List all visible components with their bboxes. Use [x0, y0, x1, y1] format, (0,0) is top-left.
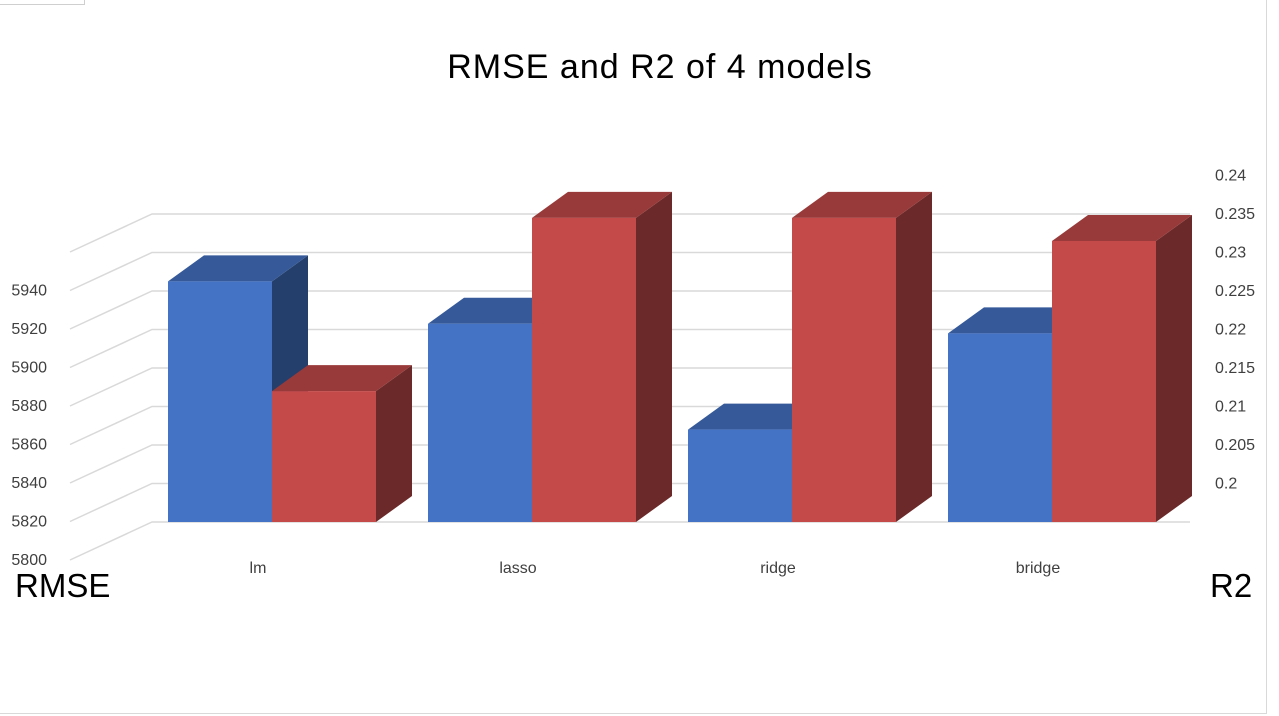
bar-ridge-r2 — [792, 191, 932, 522]
category-label: bridge — [1016, 560, 1061, 577]
left-tick-label: 5900 — [11, 360, 47, 377]
bar-top-face — [532, 191, 672, 218]
right-axis-ticks: 0.2 0.205 0.21 0.215 0.22 0.225 0.23 0.235 0.24 — [1215, 168, 1255, 493]
category-label: lm — [250, 560, 267, 577]
bar-top-face — [792, 191, 932, 218]
bar-lm-r2 — [272, 365, 412, 522]
bar-front-face — [1052, 240, 1156, 522]
bar-top-face — [168, 255, 308, 282]
left-tick-label: 5880 — [11, 398, 47, 415]
bar-top-face — [272, 365, 412, 392]
right-tick-label: 0.215 — [1215, 360, 1255, 377]
bar-front-face — [428, 323, 532, 522]
right-tick-label: 0.24 — [1215, 168, 1246, 185]
bar-lasso-r2 — [532, 191, 672, 522]
left-tick-label: 5940 — [11, 283, 47, 300]
gridline — [69, 521, 1190, 561]
right-axis-title: R2 — [1210, 567, 1253, 604]
right-tick-label: 0.21 — [1215, 399, 1246, 416]
right-tick-label: 0.225 — [1215, 283, 1255, 300]
right-tick-label: 0.22 — [1215, 322, 1246, 339]
left-tick-label: 5920 — [11, 321, 47, 338]
bar-front-face — [948, 333, 1052, 522]
bar-side-face — [1156, 214, 1192, 522]
left-axis-ticks: 5800 5820 5840 5860 5880 5900 5920 5940 — [11, 283, 47, 570]
left-tick-label: 5800 — [11, 552, 47, 569]
corner-tab — [0, 0, 85, 5]
bar-bridge-r2 — [1052, 214, 1192, 522]
bar-front-face — [168, 281, 272, 522]
bar-side-face — [896, 191, 932, 522]
chart-title: RMSE and R2 of 4 models — [447, 48, 873, 86]
bars — [168, 191, 1192, 522]
bar-front-face — [532, 217, 636, 522]
category-label: lasso — [499, 560, 536, 577]
bar-top-face — [1052, 214, 1192, 241]
bar-side-face — [376, 365, 412, 522]
bar-side-face — [636, 191, 672, 522]
bar-front-face — [272, 391, 376, 522]
right-tick-label: 0.205 — [1215, 437, 1255, 454]
left-tick-label: 5820 — [11, 514, 47, 531]
category-labels: lm lasso ridge bridge — [250, 560, 1061, 577]
left-axis-title: RMSE — [15, 567, 111, 604]
category-label: ridge — [760, 560, 796, 577]
right-tick-label: 0.235 — [1215, 206, 1255, 223]
right-tick-label: 0.23 — [1215, 245, 1246, 262]
left-tick-label: 5860 — [11, 437, 47, 454]
bar-front-face — [688, 429, 792, 522]
bar-front-face — [792, 217, 896, 522]
left-tick-label: 5840 — [11, 475, 47, 492]
right-tick-label: 0.2 — [1215, 476, 1237, 493]
